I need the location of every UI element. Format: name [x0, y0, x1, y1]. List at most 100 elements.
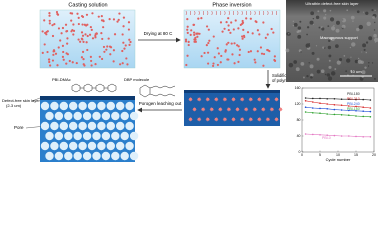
pore: [59, 101, 68, 111]
sem-grain: [342, 19, 344, 21]
particle: [112, 60, 115, 63]
pore: [116, 141, 125, 151]
particle: [91, 37, 95, 40]
sem-grain: [346, 9, 349, 12]
solid-label: of polymer: [272, 78, 292, 83]
sem-grain: [321, 27, 325, 31]
sem-grain: [323, 16, 327, 20]
series-line: [305, 106, 371, 112]
point: [362, 115, 365, 118]
point: [319, 107, 321, 110]
point: [348, 98, 350, 100]
particle: [193, 38, 196, 41]
sem-grain: [306, 74, 309, 78]
pore: [82, 111, 92, 121]
sem-grain: [357, 57, 360, 60]
particle: [122, 16, 126, 19]
particle: [264, 36, 267, 39]
porogen: ✸: [231, 117, 236, 124]
particle: [238, 48, 242, 51]
particle: [121, 49, 124, 53]
particle: [48, 60, 51, 64]
particle: [89, 55, 92, 58]
sem-grain: [330, 71, 336, 76]
particle: [53, 22, 56, 26]
particle: [71, 29, 74, 32]
particle: [43, 43, 46, 46]
particle: [108, 18, 111, 21]
phase-box: [183, 9, 281, 69]
y-tick-label: 120: [295, 102, 301, 106]
particle: [47, 58, 51, 61]
sem-texture: [285, 9, 378, 81]
particle: [207, 62, 210, 65]
sem-grain: [328, 65, 332, 69]
point: [312, 107, 314, 109]
x-tick-label: 15: [354, 153, 358, 157]
particle: [51, 59, 55, 62]
porogen: ✸: [231, 97, 236, 104]
sem-grain: [373, 21, 376, 24]
particle: [219, 21, 223, 24]
sem-grain: [312, 17, 315, 20]
particle: [207, 28, 210, 31]
particle: [221, 30, 224, 33]
polymer-chain: [211, 10, 213, 16]
porogen: ✸: [274, 97, 279, 104]
particle: [85, 41, 88, 44]
point: [319, 102, 321, 104]
sem-grain: [356, 27, 360, 32]
sem-grain: [320, 69, 325, 74]
skin-thickness: (2-3 um): [6, 103, 22, 108]
particle: [189, 33, 192, 36]
polymer-chain: [263, 10, 265, 16]
particle: [256, 50, 259, 53]
pore: [97, 101, 106, 111]
particle: [211, 64, 215, 68]
particle: [241, 35, 244, 38]
pore: [69, 121, 78, 131]
particle: [220, 54, 223, 58]
particle: [241, 22, 244, 25]
polymer-chain: [241, 10, 243, 16]
pore: [54, 131, 64, 141]
particle: [193, 31, 196, 34]
particle: [90, 28, 93, 31]
particle: [213, 56, 216, 59]
particle: [61, 55, 65, 58]
particle: [186, 25, 189, 28]
particle: [81, 34, 85, 37]
particle: [102, 45, 106, 49]
pore: [50, 121, 59, 131]
point: [355, 135, 357, 138]
particle: [80, 56, 84, 59]
sem-grain: [293, 22, 298, 27]
sem-grain: [365, 51, 368, 54]
point: [319, 134, 321, 136]
pore: [129, 111, 139, 121]
pore: [97, 121, 106, 131]
pore: [50, 101, 59, 111]
polymer-chain: [228, 10, 230, 16]
particle: [56, 12, 59, 16]
porogen: ✸: [222, 97, 227, 104]
particle: [233, 42, 236, 45]
sem-grain: [316, 57, 320, 61]
y-tick-label: 40: [297, 134, 301, 138]
polymer-chain: [258, 10, 260, 16]
particle: [127, 21, 131, 24]
particle: [54, 52, 58, 55]
polymer-chain: [276, 10, 278, 16]
pore: [129, 131, 139, 141]
dbp-label: DBP molecule: [124, 77, 150, 82]
point: [312, 112, 314, 114]
sem-grain: [292, 20, 295, 22]
particle: [241, 37, 244, 40]
sem-grain: [354, 59, 359, 64]
particle: [75, 61, 78, 65]
particle: [273, 55, 276, 58]
porogen: ✸: [265, 117, 270, 124]
pore: [111, 131, 120, 141]
particle: [128, 38, 131, 41]
pore: [82, 131, 92, 141]
